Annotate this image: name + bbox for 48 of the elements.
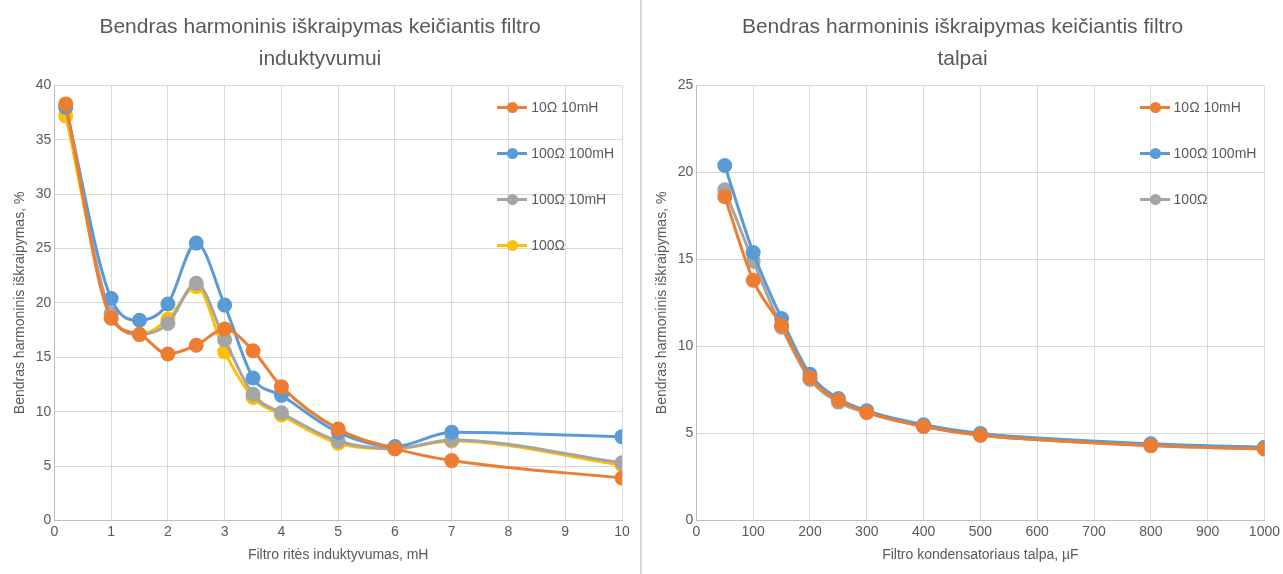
y-axis-title: Bendras harmoninis iškraipymas, % <box>11 191 28 415</box>
legend-label: 100Ω <box>1173 191 1208 208</box>
x-tick-label: 1 <box>107 522 116 539</box>
x-tick-label: 700 <box>1082 522 1106 539</box>
legend-label: 100Ω <box>531 237 565 254</box>
x-tick-label: 100 <box>741 522 766 539</box>
x-tick-label: 500 <box>968 522 993 539</box>
y-tick-label: 25 <box>35 239 52 256</box>
chart-title: Bendras harmoninis iškraipymas keičiantis filtro induktyvumui <box>98 13 542 71</box>
x-tick-label: 600 <box>1025 522 1050 539</box>
x-tick-label: 9 <box>561 522 570 539</box>
x-tick-label: 2 <box>164 522 172 539</box>
chart-title: Bendras harmoninis iškraipymas keičiantis filtro talpai <box>740 13 1185 71</box>
y-tick-label: 35 <box>35 130 52 147</box>
x-tick-label: 3 <box>220 522 229 539</box>
y-axis-title: Bendras harmoninis iškraipymas, % <box>653 191 670 415</box>
x-tick-label: 7 <box>447 522 456 539</box>
y-tick-label: 40 <box>35 76 52 93</box>
y-tick-label: 10 <box>677 337 694 354</box>
x-tick-label: 10 <box>614 522 630 539</box>
y-tick-label: 5 <box>685 424 694 441</box>
y-tick-label: 20 <box>677 163 694 180</box>
x-tick-label: 5 <box>334 522 343 539</box>
x-tick-label: 900 <box>1195 522 1220 539</box>
y-tick-label: 0 <box>685 511 694 528</box>
legend-label: 10Ω 10mH <box>1173 99 1241 116</box>
y-tick-label: 25 <box>677 76 694 93</box>
x-tick-label: 1000 <box>1248 522 1281 539</box>
y-tick-label: 0 <box>43 511 52 528</box>
x-axis-title: Filtro kondensatoriaus talpa, µF <box>882 546 1079 563</box>
x-tick-label: 4 <box>277 522 286 539</box>
y-tick-label: 15 <box>35 348 52 365</box>
x-axis-title: Filtro ritės induktyvumas, mH <box>247 546 429 563</box>
x-tick-label: 800 <box>1139 522 1163 539</box>
y-tick-label: 30 <box>35 185 52 202</box>
legend-label: 100Ω 100mH <box>531 145 614 162</box>
y-tick-label: 15 <box>677 250 694 267</box>
x-tick-label: 8 <box>504 522 513 539</box>
y-tick-label: 10 <box>35 402 52 419</box>
x-tick-label: 300 <box>855 522 879 539</box>
legend-label: 100Ω 10mH <box>531 191 607 208</box>
x-tick-label: 400 <box>911 522 936 539</box>
legend-label: 100Ω 100mH <box>1173 145 1257 162</box>
x-tick-label: 6 <box>391 522 400 539</box>
legend-label: 10Ω 10mH <box>531 99 599 116</box>
y-tick-label: 20 <box>35 293 52 310</box>
x-tick-label: 200 <box>798 522 822 539</box>
y-tick-label: 5 <box>43 456 52 473</box>
